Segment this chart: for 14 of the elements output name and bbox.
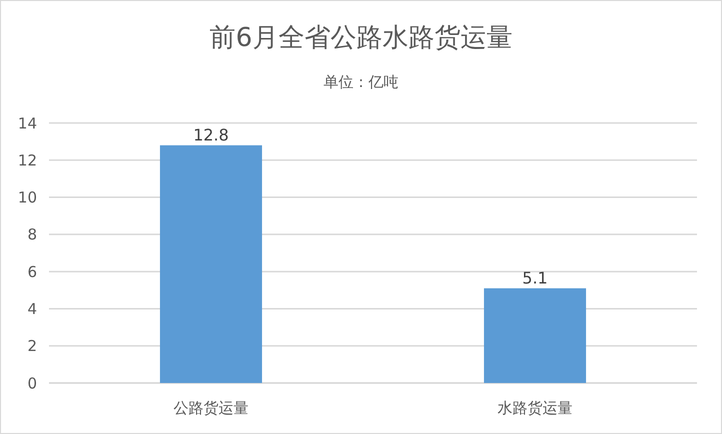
x-tick-label: 公路货运量 (174, 399, 248, 417)
y-tick-label: 0 (27, 374, 37, 392)
y-tick-label: 2 (27, 337, 37, 356)
chart-title: 前6月全省公路水路货运量 (210, 23, 512, 53)
y-tick-label: 12 (18, 151, 37, 170)
y-tick-label: 10 (18, 188, 37, 207)
data-label: 5.1 (522, 268, 548, 288)
x-tick-label: 水路货运量 (498, 399, 572, 417)
y-tick-label: 8 (27, 226, 37, 244)
y-tick-label: 4 (27, 300, 37, 318)
chart-subtitle: 单位：亿吨 (324, 73, 398, 91)
y-tick-label: 14 (18, 114, 37, 132)
y-tick-label: 6 (27, 262, 37, 281)
data-label: 12.8 (193, 125, 229, 144)
